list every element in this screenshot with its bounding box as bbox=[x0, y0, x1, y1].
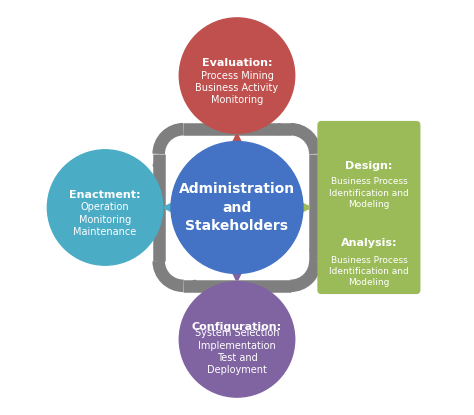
Text: Configuration:: Configuration: bbox=[192, 322, 282, 332]
Text: Enactment:: Enactment: bbox=[69, 190, 141, 200]
Text: System Selection
Implementation
Test and
Deployment: System Selection Implementation Test and… bbox=[195, 328, 279, 376]
Circle shape bbox=[179, 282, 295, 397]
Circle shape bbox=[171, 142, 303, 273]
FancyBboxPatch shape bbox=[318, 121, 420, 294]
Text: Business Process
Identification and
Modeling: Business Process Identification and Mode… bbox=[329, 178, 409, 209]
Text: Business Process
Identification and
Modeling: Business Process Identification and Mode… bbox=[329, 256, 409, 287]
Text: Operation
Monitoring
Maintenance: Operation Monitoring Maintenance bbox=[73, 203, 137, 237]
Text: Evaluation:: Evaluation: bbox=[202, 58, 272, 68]
Circle shape bbox=[47, 150, 163, 265]
Circle shape bbox=[179, 18, 295, 133]
Text: Analysis:: Analysis: bbox=[341, 237, 397, 247]
Text: Administration
and
Stakeholders: Administration and Stakeholders bbox=[179, 182, 295, 233]
Text: Design:: Design: bbox=[345, 161, 392, 171]
Text: Process Mining
Business Activity
Monitoring: Process Mining Business Activity Monitor… bbox=[195, 71, 279, 105]
